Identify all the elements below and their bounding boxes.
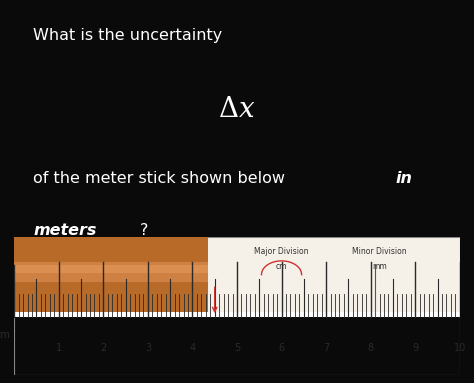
Text: What is the uncertainty: What is the uncertainty (33, 28, 222, 44)
Bar (14, 265, 208, 273)
Text: meters: meters (33, 223, 97, 238)
Text: 5: 5 (234, 343, 240, 353)
Text: Minor Division: Minor Division (352, 247, 407, 256)
Text: ?: ? (140, 223, 148, 238)
Text: of the meter stick shown below: of the meter stick shown below (33, 171, 290, 186)
Text: 3: 3 (145, 343, 151, 353)
Text: 7: 7 (323, 343, 329, 353)
Bar (14, 237, 460, 313)
Text: 4: 4 (190, 343, 195, 353)
Text: Major Division: Major Division (255, 247, 309, 256)
Text: 6: 6 (279, 343, 284, 353)
Text: in: in (396, 171, 413, 186)
Text: 9: 9 (412, 343, 418, 353)
Text: 10: 10 (454, 343, 466, 353)
Text: 8: 8 (368, 343, 374, 353)
Text: cm: cm (0, 331, 10, 340)
Text: cm: cm (276, 262, 287, 271)
Bar (14, 237, 208, 313)
Text: $\Delta x$: $\Delta x$ (219, 95, 255, 123)
Text: mm: mm (372, 262, 387, 271)
Text: 2: 2 (100, 343, 107, 353)
Bar (14, 312, 460, 318)
Text: 1: 1 (56, 343, 62, 353)
Bar (14, 262, 208, 282)
